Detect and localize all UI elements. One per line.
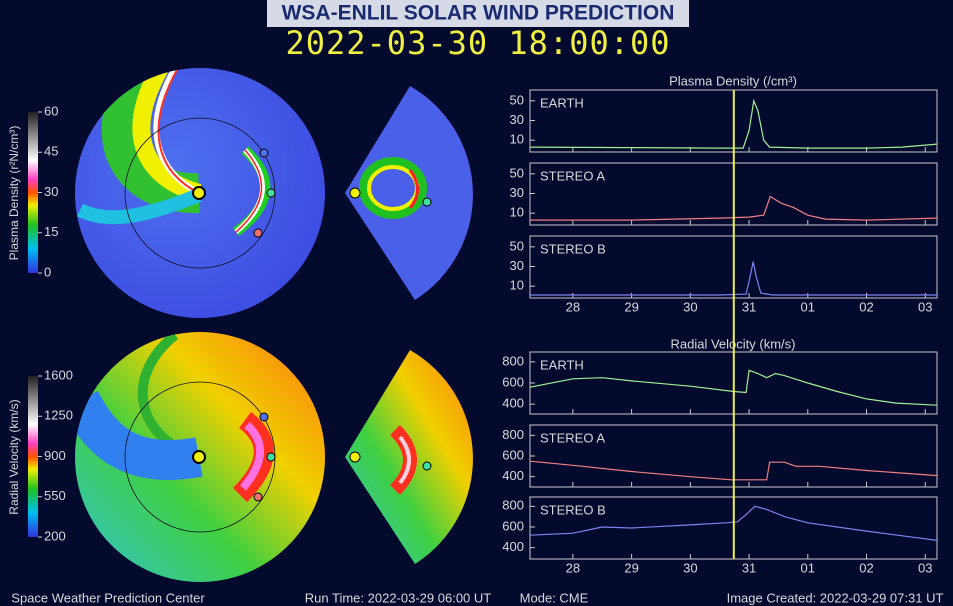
y-tick-label: 600 — [502, 518, 524, 533]
footer-text: Space Weather Prediction Center — [11, 590, 205, 605]
colorbar-tick-label: 15 — [44, 224, 58, 239]
panel-label: STEREO B — [540, 502, 606, 517]
x-tick-label: 28 — [566, 299, 580, 314]
colorbar-label: Radial Velocity (km/s) — [7, 399, 21, 514]
series-line — [529, 98, 938, 149]
y-tick-label: 600 — [502, 447, 524, 462]
panel-label: STEREO A — [540, 430, 605, 445]
x-tick-label: 01 — [801, 299, 815, 314]
colorbar-label: Plasma Density (r²N/cm³) — [7, 126, 21, 261]
series-line — [529, 460, 938, 481]
x-tick-label: 02 — [859, 560, 873, 575]
y-tick-label: 400 — [502, 539, 524, 554]
colorbar-tick-label: 60 — [44, 103, 58, 118]
series-line — [530, 195, 938, 221]
y-tick-label: 400 — [502, 396, 524, 411]
colorbar-tick-label: 550 — [44, 488, 66, 503]
colorbar-tick-label: 45 — [44, 144, 58, 159]
x-tick-label: 01 — [801, 560, 815, 575]
colorbar-tick-label: 0 — [44, 264, 51, 279]
x-tick-label: 31 — [742, 560, 756, 575]
panel-label: EARTH — [540, 357, 584, 372]
x-tick-label: 28 — [566, 560, 580, 575]
x-tick-label: 30 — [683, 299, 697, 314]
colorbar-tick-label: 30 — [44, 184, 58, 199]
colorbar-tick-label: 1250 — [44, 408, 73, 423]
series-line — [529, 505, 938, 541]
x-tick-label: 29 — [624, 299, 638, 314]
colorbar-tick-label: 900 — [44, 448, 66, 463]
colorbar-tick-label: 1600 — [44, 367, 73, 382]
footer-text: Mode: CME — [520, 590, 589, 605]
colorbar-tick-label: 200 — [44, 528, 66, 543]
panel-label: STEREO A — [540, 168, 605, 183]
x-tick-label: 03 — [918, 560, 932, 575]
y-tick-label: 30 — [510, 258, 524, 273]
timestamp: 2022-03-30 18:00:00 — [285, 24, 670, 62]
y-tick-label: 10 — [510, 278, 524, 293]
y-tick-label: 50 — [510, 165, 524, 180]
y-tick-label: 600 — [502, 374, 524, 389]
y-tick-label: 50 — [510, 238, 524, 253]
y-tick-label: 400 — [502, 468, 524, 483]
y-tick-label: 30 — [510, 185, 524, 200]
y-tick-label: 50 — [510, 92, 524, 107]
x-tick-label: 29 — [624, 560, 638, 575]
panel-title: Plasma Density (/cm³) — [669, 73, 797, 88]
colorbar — [28, 112, 38, 273]
footer-text: Run Time: 2022-03-29 06:00 UT — [305, 590, 491, 605]
colorbar — [28, 376, 38, 537]
y-tick-label: 10 — [510, 132, 524, 147]
title: WSA-ENLIL SOLAR WIND PREDICTION — [282, 2, 675, 25]
y-tick-label: 800 — [502, 353, 524, 368]
footer-text: Image Created: 2022-03-29 07:31 UT — [727, 590, 944, 605]
series-line — [529, 369, 938, 406]
y-tick-label: 800 — [502, 427, 524, 442]
panel-label: STEREO B — [540, 241, 606, 256]
velocity-wedge — [345, 350, 473, 564]
title-box — [267, 0, 689, 27]
series-line — [530, 261, 937, 296]
y-tick-label: 10 — [510, 205, 524, 220]
x-tick-label: 30 — [683, 560, 697, 575]
density-wedge — [345, 86, 473, 300]
y-tick-label: 30 — [510, 112, 524, 127]
x-tick-label: 31 — [742, 299, 756, 314]
x-tick-label: 02 — [859, 299, 873, 314]
panel-label: EARTH — [540, 95, 584, 110]
x-tick-label: 03 — [918, 299, 932, 314]
y-tick-label: 800 — [502, 498, 524, 513]
